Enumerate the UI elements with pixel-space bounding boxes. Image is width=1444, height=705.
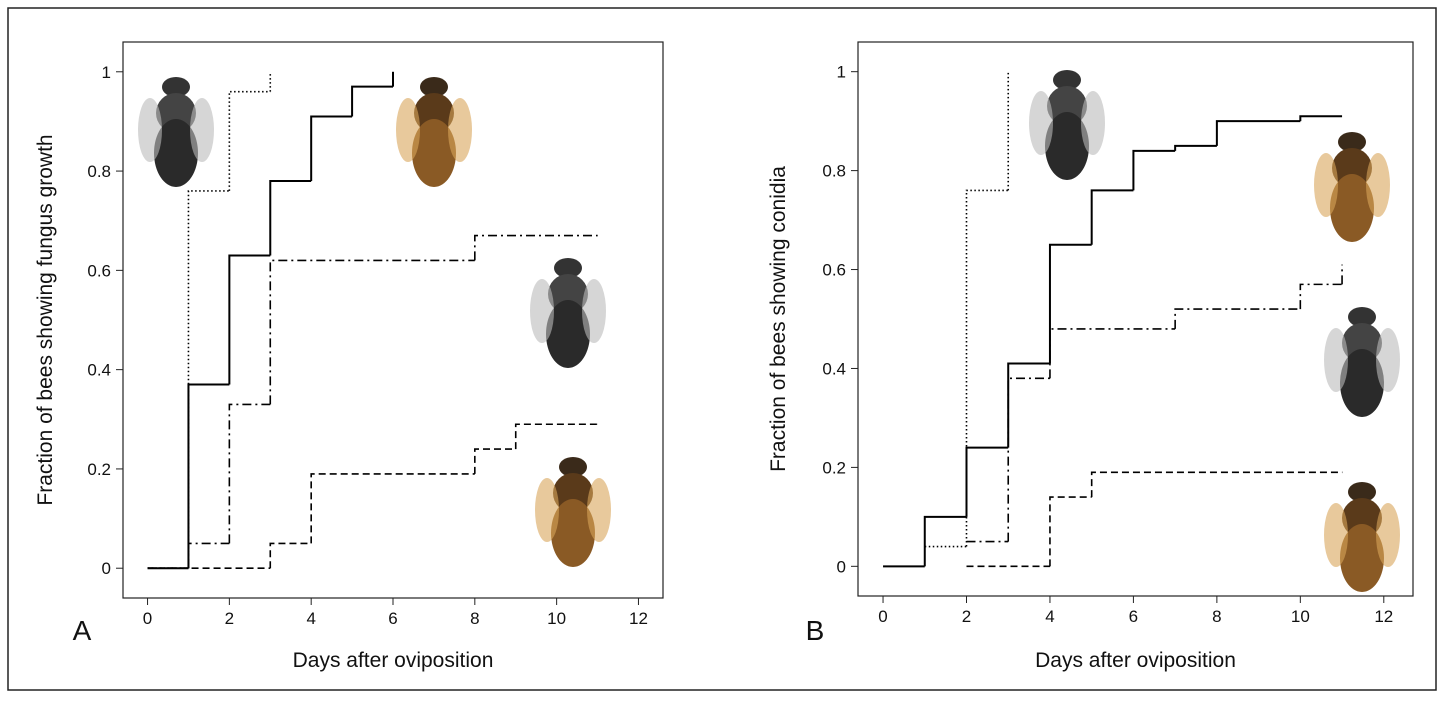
y-tick-label: 1	[102, 63, 111, 82]
x-tick-label: 10	[547, 609, 566, 628]
step-segment	[965, 446, 1009, 517]
step-segment	[1090, 189, 1134, 245]
step-segment	[269, 542, 312, 569]
y-tick-label: 0.8	[822, 162, 846, 181]
y-tick-label: 0.2	[822, 458, 846, 477]
x-tick-label: 0	[143, 609, 152, 628]
step-segment	[1049, 496, 1092, 567]
plot-frame	[857, 41, 1414, 597]
step-segment	[1132, 149, 1176, 191]
x-tick-label: 6	[388, 609, 397, 628]
step-segment	[1174, 144, 1217, 151]
step-segment	[351, 85, 393, 117]
y-tick-label: 0.6	[87, 261, 111, 280]
y-axis-label: Fraction of bees showing fungus growth	[34, 134, 57, 505]
y-axis-label: Fraction of bees showing conidia	[767, 166, 790, 472]
step-segment	[269, 180, 312, 256]
panel-label: B	[806, 615, 825, 646]
step-segment	[1215, 120, 1301, 146]
step-segment	[1090, 471, 1343, 498]
x-axis-label: Days after oviposition	[293, 649, 494, 672]
x-axis-label: Days after oviposition	[1035, 649, 1236, 672]
step-segment	[1049, 328, 1176, 379]
step-segment	[474, 448, 516, 474]
y-tick-label: 0.4	[822, 359, 846, 378]
x-tick-label: 10	[1291, 607, 1310, 626]
y-tick-label: 0.4	[87, 361, 111, 380]
step-segment	[923, 515, 967, 567]
step-segment	[965, 189, 1009, 547]
frame	[7, 7, 1437, 691]
y-tick-label: 0.2	[87, 460, 111, 479]
step-segment	[187, 542, 230, 569]
y-tick-label: 0.6	[822, 261, 846, 280]
x-tick-label: 4	[1045, 607, 1054, 626]
y-tick-label: 1	[837, 63, 846, 82]
step-segment	[187, 190, 230, 569]
y-tick-label: 0.8	[87, 162, 111, 181]
step-segment	[1299, 115, 1343, 122]
y-tick-label: 0	[102, 559, 111, 578]
y-tick-label: 0	[837, 557, 846, 576]
step-segment	[1048, 243, 1092, 364]
x-tick-label: 8	[470, 609, 479, 628]
x-tick-label: 0	[878, 607, 887, 626]
x-tick-label: 8	[1212, 607, 1221, 626]
step-segment	[310, 473, 475, 544]
step-segment	[228, 90, 271, 191]
x-tick-label: 2	[225, 609, 234, 628]
x-tick-label: 12	[629, 609, 648, 628]
x-tick-label: 4	[306, 609, 315, 628]
step-segment	[228, 403, 271, 544]
x-tick-label: 6	[1129, 607, 1138, 626]
step-segment	[1299, 283, 1343, 310]
step-segment	[474, 234, 598, 261]
step-segment	[1007, 362, 1050, 448]
step-segment	[310, 115, 353, 181]
x-tick-label: 2	[962, 607, 971, 626]
step-segment	[1174, 308, 1301, 329]
x-tick-label: 12	[1374, 607, 1393, 626]
step-segment	[187, 383, 230, 569]
step-segment	[514, 423, 598, 450]
step-segment	[269, 259, 475, 405]
step-segment	[228, 254, 271, 385]
step-segment	[1007, 377, 1050, 542]
panel-label: A	[73, 615, 92, 646]
